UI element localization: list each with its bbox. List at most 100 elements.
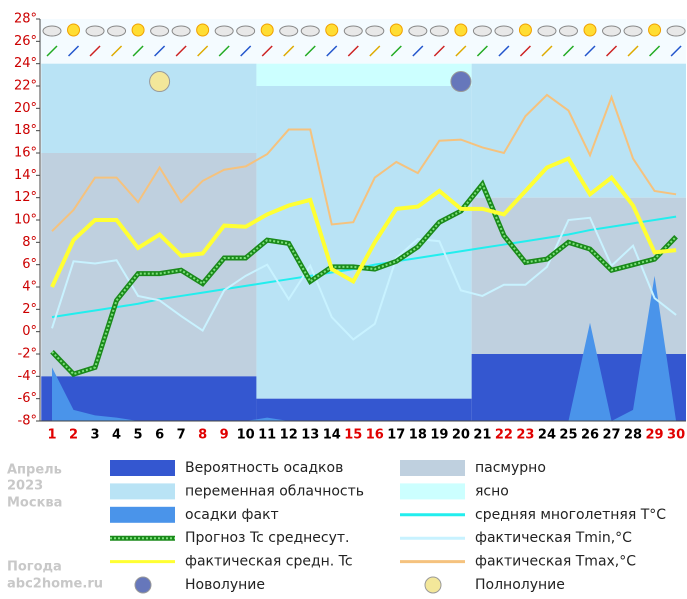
x-tick-label: 4	[112, 428, 121, 443]
x-tick-label: 5	[134, 428, 143, 443]
sun-icon	[454, 23, 468, 37]
cloud-icon	[494, 25, 514, 37]
wind-arrow	[390, 45, 402, 57]
x-tick-label: 15	[344, 428, 362, 443]
wind-arrow	[67, 45, 80, 57]
cloud-band	[256, 86, 472, 399]
sun-icon	[518, 23, 532, 37]
legend-swatch	[400, 460, 465, 476]
wind-arrow	[154, 45, 166, 57]
y-tick-label: 14°	[14, 168, 37, 183]
wind-arrow	[347, 45, 359, 57]
wind-arrow	[433, 45, 445, 57]
cloud-icon	[666, 25, 686, 37]
year-label: 2023	[7, 479, 43, 494]
x-tick-label: 7	[177, 428, 186, 443]
wind-arrow	[605, 45, 618, 57]
wind-arrow	[562, 45, 575, 57]
y-tick-label: 0°	[22, 324, 37, 339]
wind-arrow	[455, 45, 467, 57]
x-tick-label: 23	[516, 428, 534, 443]
cloud-band	[256, 398, 472, 421]
site-title: Погода	[7, 560, 62, 575]
sun-icon	[648, 23, 662, 37]
y-tick-label: 22°	[14, 79, 37, 94]
cloud-icon	[429, 25, 449, 37]
wind-arrow	[132, 45, 144, 57]
moon	[149, 71, 171, 93]
wind-arrow	[89, 45, 101, 57]
cloud-icon	[365, 25, 385, 37]
x-tick-label: 22	[495, 428, 513, 443]
legend-label: фактическая Tmin,°C	[475, 530, 632, 546]
y-tick-label: 28°	[14, 12, 37, 27]
wind-arrow	[218, 45, 230, 57]
x-tick-label: 21	[473, 428, 491, 443]
legend-label: переменная облачность	[185, 483, 364, 499]
wind-arrow	[541, 45, 553, 57]
wind-arrow	[670, 45, 682, 57]
cloud-icon	[150, 25, 170, 37]
cloud-icon	[558, 25, 578, 37]
sun-icon	[131, 23, 145, 37]
y-tick-label: -2°	[18, 347, 37, 362]
legend-label: фактическая средн. Tc	[185, 554, 353, 570]
x-tick-label: 29	[646, 428, 664, 443]
x-tick-label: 25	[559, 428, 577, 443]
x-tick-label: 18	[409, 428, 427, 443]
wind-arrow	[649, 45, 661, 57]
cloud-icon	[279, 25, 299, 37]
x-tick-label: 19	[430, 428, 448, 443]
cloud-band	[41, 63, 257, 153]
sun-icon	[196, 23, 210, 37]
x-tick-label: 14	[323, 428, 341, 443]
x-tick-label: 24	[538, 428, 556, 443]
x-tick-label: 8	[198, 428, 207, 443]
wind-arrow	[261, 45, 273, 57]
x-tick-label: 9	[220, 428, 229, 443]
legend-label: Прогноз Tc среднесут.	[185, 530, 350, 546]
legend-swatch	[110, 483, 175, 500]
y-tick-label: 4°	[22, 280, 37, 295]
wind-arrow	[283, 45, 295, 57]
cloud-band	[256, 63, 472, 86]
sun-icon	[260, 23, 274, 37]
cloud-icon	[408, 25, 428, 37]
x-tick-label: 26	[581, 428, 599, 443]
cloud-icon	[472, 25, 492, 37]
y-tick-label: 12°	[14, 190, 37, 205]
y-tick-label: -4°	[18, 369, 37, 384]
legend-swatch	[134, 576, 152, 594]
x-tick-label: 12	[280, 428, 298, 443]
cloud-icon	[171, 25, 191, 37]
wind-arrow	[111, 45, 123, 57]
y-tick-label: -8°	[18, 414, 37, 429]
cloud-icon	[85, 25, 105, 37]
legend-label: Вероятность осадков	[185, 460, 343, 476]
cloud-icon	[623, 25, 643, 37]
x-tick-label: 16	[366, 428, 384, 443]
wind-arrow	[627, 45, 639, 57]
legend-label: осадки факт	[185, 507, 279, 523]
x-tick-label: 6	[155, 428, 164, 443]
x-tick-label: 1	[47, 428, 56, 443]
wind-arrow	[240, 45, 252, 57]
temp-line	[50, 156, 677, 288]
cloud-icon	[42, 25, 62, 37]
legend-swatch	[110, 506, 175, 523]
forecast-dots	[51, 182, 677, 376]
y-tick-label: 18°	[14, 123, 37, 138]
cloud-icon	[107, 25, 127, 37]
y-tick-label: 20°	[14, 101, 37, 116]
y-tick-label: 6°	[22, 257, 37, 272]
wind-arrow	[175, 45, 187, 57]
y-tick-label: 10°	[14, 213, 37, 228]
temp-line	[51, 216, 677, 341]
x-tick-label: 27	[602, 428, 620, 443]
x-tick-label: 10	[237, 428, 255, 443]
y-tick-label: -6°	[18, 391, 37, 406]
cloud-icon	[343, 25, 363, 37]
icon-strip	[40, 19, 686, 64]
